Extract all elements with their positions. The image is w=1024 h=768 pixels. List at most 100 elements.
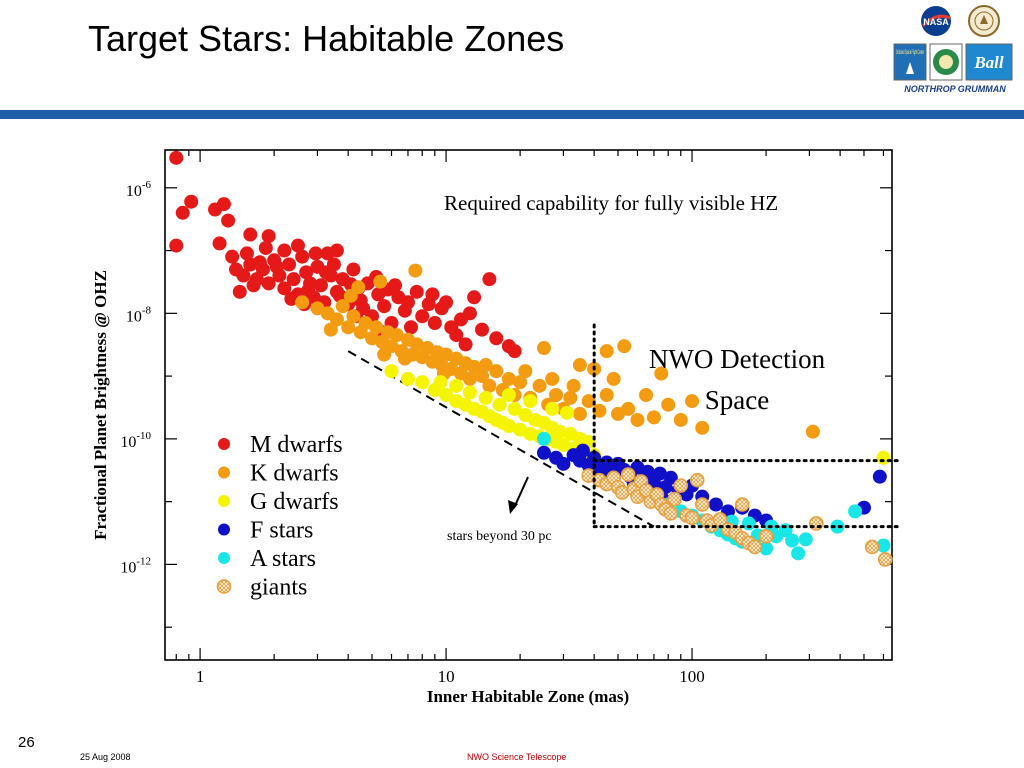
data-point-giant <box>684 510 700 526</box>
data-point <box>225 249 240 264</box>
data-point <box>313 278 328 293</box>
data-point <box>175 205 190 220</box>
legend-label: F stars <box>250 518 313 544</box>
data-point-giant <box>864 539 880 555</box>
data-point <box>639 387 654 402</box>
data-point <box>409 337 424 352</box>
data-point <box>523 394 538 409</box>
data-point <box>621 401 636 416</box>
data-point <box>617 339 632 354</box>
slide-number: 26 <box>18 734 35 751</box>
data-point <box>449 378 464 393</box>
data-point <box>319 265 334 280</box>
data-point <box>373 274 388 289</box>
data-point <box>449 328 464 343</box>
nasa-logo: NASA <box>921 6 951 36</box>
data-point-giant <box>747 539 763 555</box>
data-point <box>329 243 344 258</box>
beyond-arrow <box>513 476 529 509</box>
chart-title: Required capability for fully visible HZ <box>444 191 778 215</box>
data-point <box>403 320 418 335</box>
data-point <box>592 403 607 418</box>
nasa-logo-text: NASA <box>923 17 949 27</box>
data-point <box>377 299 392 314</box>
limit-line-layer <box>347 350 655 528</box>
data-point <box>462 385 477 400</box>
data-point <box>351 280 366 295</box>
data-point <box>216 197 231 212</box>
legend-marker <box>216 579 232 594</box>
data-point <box>475 322 490 337</box>
data-point <box>492 397 507 412</box>
data-point <box>358 316 373 331</box>
slide-title: Target Stars: Habitable Zones <box>88 18 565 59</box>
beyond-arrow-head <box>508 500 518 514</box>
data-point <box>239 246 254 261</box>
data-point-giant <box>620 467 636 482</box>
data-point <box>277 281 292 296</box>
data-point <box>286 272 301 287</box>
data-point <box>299 265 314 280</box>
data-point <box>507 344 522 359</box>
legend-label: A stars <box>250 546 316 572</box>
data-point <box>532 378 547 393</box>
data-point <box>695 420 710 435</box>
data-point <box>489 364 504 379</box>
data-point <box>673 412 688 427</box>
data-point <box>478 390 493 405</box>
data-point <box>462 371 477 386</box>
data-point <box>663 470 678 485</box>
goddard-logo-text: Goddard Space Flight Center <box>896 50 924 56</box>
ball-logo-text: Ball <box>973 53 1004 72</box>
data-point <box>872 469 887 484</box>
footer-title: NWO Science Telescope <box>467 752 567 762</box>
data-point <box>552 424 567 439</box>
data-point <box>467 359 482 374</box>
data-point <box>581 394 596 409</box>
data-point <box>482 272 497 287</box>
data-point <box>212 236 227 251</box>
legend-label: G dwarfs <box>250 489 339 515</box>
data-point <box>599 387 614 402</box>
data-point <box>785 533 800 548</box>
data-point-giant <box>689 472 705 488</box>
data-point <box>652 466 667 481</box>
data-point <box>282 257 297 272</box>
data-point <box>848 504 863 519</box>
data-point <box>575 443 590 458</box>
data-point <box>467 290 482 305</box>
data-point <box>563 390 578 405</box>
northrop-grumman-logo: NORTHROP GRUMMAN <box>904 84 1006 94</box>
data-point <box>876 450 891 465</box>
data-point-giant <box>663 506 679 521</box>
data-point <box>425 287 440 302</box>
data-point <box>277 243 292 258</box>
data-point <box>433 375 448 390</box>
data-point <box>798 532 813 547</box>
data-point <box>415 375 430 390</box>
legend-marker <box>218 438 230 450</box>
data-point <box>308 246 323 261</box>
legend-marker <box>218 495 230 507</box>
data-point <box>221 213 236 228</box>
detection-space-label-line1: NWO Detection <box>649 344 826 374</box>
seal-icon <box>929 43 963 81</box>
data-point <box>507 401 522 416</box>
data-point <box>269 259 284 274</box>
data-point <box>427 316 442 331</box>
data-point <box>246 278 261 293</box>
ball-logo: Ball <box>965 43 1013 81</box>
y-tick-label: 10-10 <box>120 430 151 451</box>
data-point <box>559 405 574 420</box>
data-point <box>232 284 247 299</box>
university-seal-icon <box>968 5 1000 37</box>
data-point-giant <box>694 497 710 512</box>
data-point <box>397 351 412 366</box>
data-point <box>489 331 504 346</box>
y-tick-label: 10-6 <box>126 179 152 200</box>
data-point <box>805 424 820 439</box>
data-points <box>169 150 893 567</box>
detection-space-label-line2: Space <box>705 385 769 415</box>
